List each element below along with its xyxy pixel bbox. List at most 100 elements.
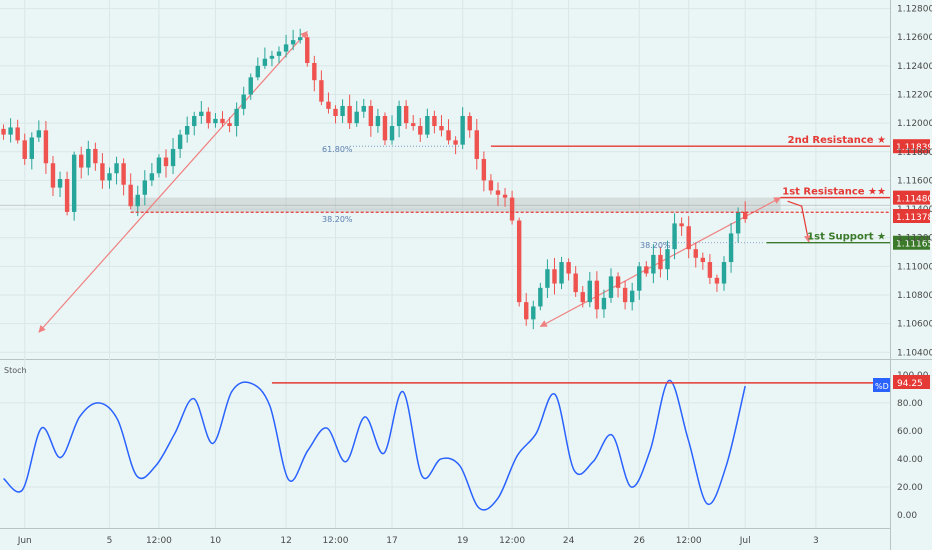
price-tick-label: 1.12600 — [897, 33, 932, 43]
candle-body — [382, 115, 388, 141]
candle-body — [15, 127, 20, 141]
fibonacci-labels: 61.80% 38.20% 38.20% — [322, 145, 765, 250]
candle — [276, 46, 282, 64]
candle-body — [481, 158, 487, 181]
candle — [714, 274, 720, 292]
time-tick-label: Jun — [17, 536, 32, 546]
candle-body — [707, 262, 713, 278]
candle — [114, 156, 119, 185]
candle-body — [509, 197, 515, 221]
last-price-tag: 1.11378 — [893, 209, 932, 223]
time-tick-label: 26 — [634, 536, 646, 546]
candle-body — [495, 190, 501, 195]
candle-body — [170, 148, 176, 167]
candle-body — [538, 287, 543, 307]
candle-body — [135, 194, 140, 207]
candle — [637, 261, 642, 300]
candle-body — [319, 80, 324, 102]
candle — [248, 73, 253, 100]
candle-body — [283, 44, 289, 52]
candle-body — [8, 127, 13, 135]
candle — [707, 254, 713, 285]
candle — [297, 28, 303, 44]
candle-body — [86, 148, 91, 168]
candle-body — [552, 269, 557, 284]
price-tick-label: 1.12200 — [897, 91, 932, 101]
candle-body — [1, 128, 6, 135]
candle-body — [686, 226, 691, 250]
time-tick-label: Jul — [739, 536, 751, 546]
candle — [93, 142, 98, 171]
candle — [22, 133, 27, 165]
candle — [57, 171, 63, 197]
candle-body — [460, 115, 465, 145]
candle-body — [206, 111, 211, 124]
level-price-tag-bg — [893, 190, 930, 205]
zone-band — [130, 197, 781, 213]
candle-body — [184, 126, 190, 135]
candle — [227, 117, 232, 133]
stoch-value-tag: 94.25 — [897, 379, 923, 389]
candle — [700, 252, 706, 270]
fib-618-label: 61.80% — [322, 145, 353, 154]
candle-body — [354, 111, 359, 124]
candle — [446, 119, 451, 145]
candle-body — [297, 37, 303, 41]
candle — [601, 289, 607, 318]
candle — [580, 286, 585, 308]
candle-body — [608, 276, 614, 298]
stoch-tick-label: 20.00 — [897, 483, 923, 493]
candle — [411, 114, 416, 131]
candle-body — [601, 297, 607, 310]
candle — [368, 100, 374, 137]
candle — [79, 146, 84, 179]
candle-body — [79, 154, 84, 168]
candle — [453, 136, 458, 155]
candle — [64, 171, 70, 216]
candle — [8, 118, 13, 143]
candle — [474, 118, 479, 170]
candle — [375, 108, 381, 133]
candle-body — [453, 140, 458, 145]
candle — [488, 174, 494, 195]
candle — [220, 111, 225, 127]
candle — [255, 57, 261, 81]
stoch-panel-label: Stoch — [4, 366, 27, 375]
price-tick-label: 1.11200 — [897, 234, 932, 244]
candle — [615, 272, 621, 298]
time-tick-label: 12 — [280, 536, 291, 546]
candle-body — [403, 105, 409, 124]
candle — [495, 182, 501, 206]
stoch-tick-label: 80.00 — [897, 399, 923, 409]
candle — [735, 207, 741, 243]
candle-body — [714, 277, 720, 284]
candle-body — [524, 302, 529, 320]
candle — [269, 50, 275, 67]
stoch-tick-label: 60.00 — [897, 427, 923, 437]
candle — [312, 55, 317, 92]
candle-body — [213, 118, 218, 124]
candle-body — [502, 194, 508, 198]
price-tick-label: 1.10800 — [897, 291, 932, 301]
candle — [742, 201, 748, 223]
candle — [679, 217, 684, 236]
candle — [665, 240, 670, 281]
candle — [354, 101, 359, 127]
candle-body — [580, 292, 585, 303]
candle — [184, 116, 190, 143]
price-tick-label: 1.11000 — [897, 262, 932, 272]
candle-body — [269, 55, 275, 59]
candle-body — [545, 269, 550, 288]
candle-body — [114, 163, 119, 174]
level-price-tag: 1.11165 — [896, 240, 932, 250]
candle-body — [227, 123, 232, 127]
candle-body — [658, 254, 663, 270]
candle — [326, 92, 331, 114]
candle-body — [728, 233, 734, 263]
candle — [86, 140, 91, 176]
candle-body — [276, 51, 282, 56]
indicator-panel-bg — [0, 361, 890, 528]
candle-body — [192, 115, 197, 127]
candle-body — [333, 108, 338, 116]
candle-body — [637, 266, 642, 291]
